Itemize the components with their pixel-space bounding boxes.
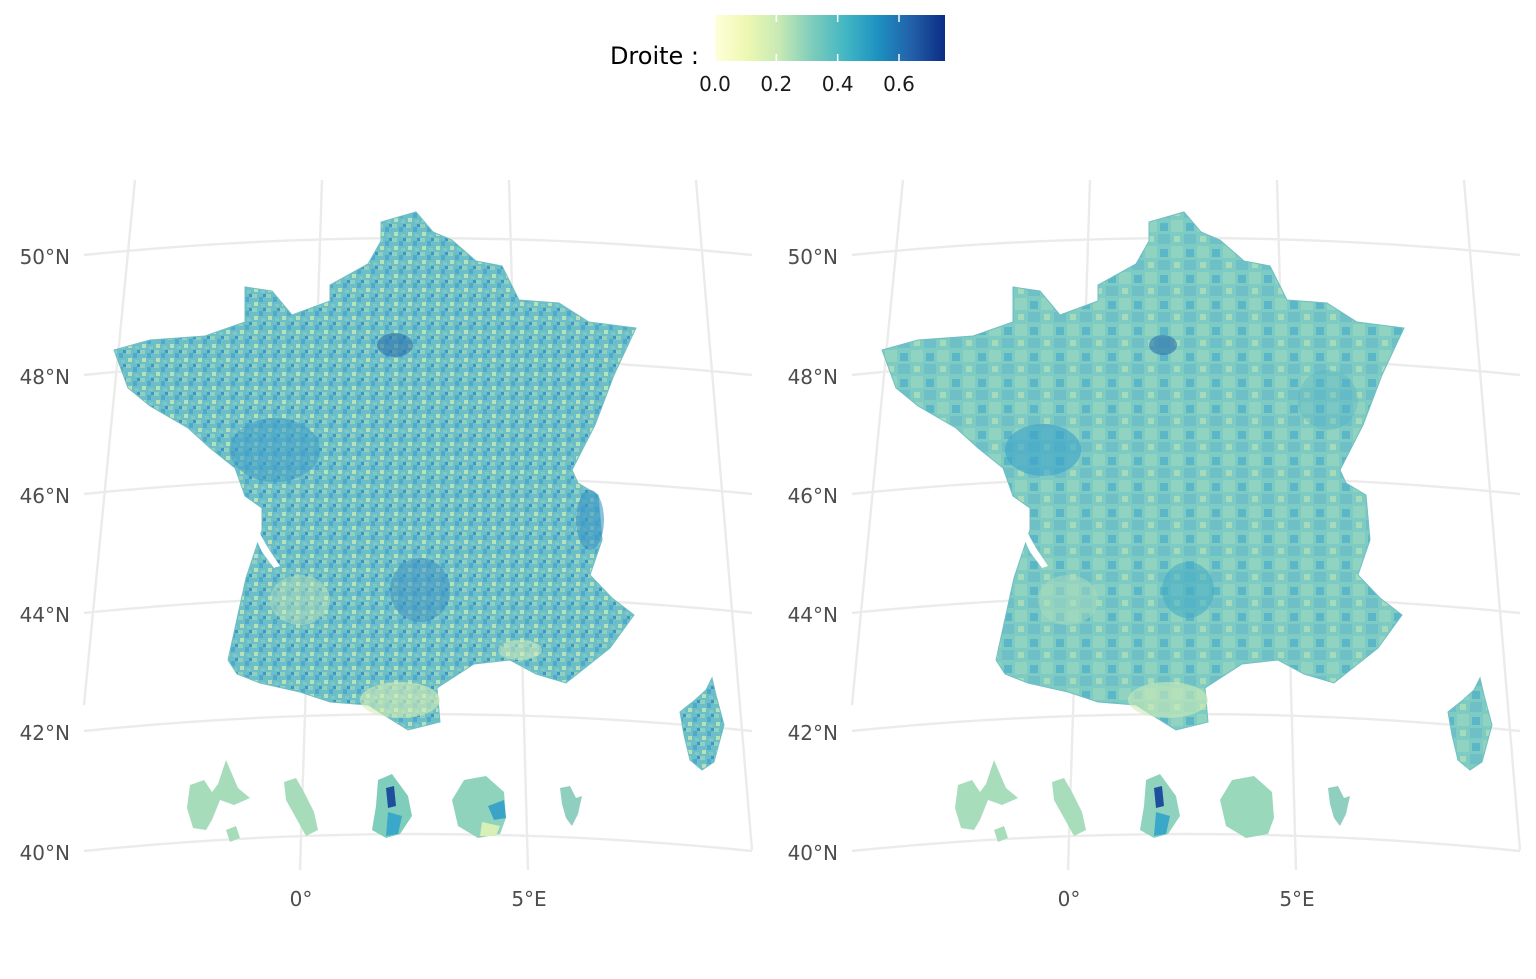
longitude-gridline: [82, 179, 137, 706]
guadeloupe: [187, 760, 250, 830]
guadeloupe: [955, 760, 1018, 830]
mayotte: [560, 786, 582, 826]
mayotte: [1328, 786, 1350, 826]
latitude-label: 40°N: [788, 841, 838, 865]
legend: Droite : 0.0 0.2 0.4 0.6: [610, 15, 945, 96]
martinique: [284, 778, 318, 836]
latitude-label: 46°N: [20, 484, 70, 508]
latitude-label: 44°N: [20, 603, 70, 627]
shaded-region: [1149, 335, 1177, 355]
land-areas: [113, 211, 725, 842]
guyane-mid-area: [386, 812, 402, 836]
longitude-label: 0°: [290, 887, 313, 911]
shaded-region: [1162, 562, 1214, 618]
latitude-label: 40°N: [20, 841, 70, 865]
gironde-estuary: [1022, 530, 1048, 568]
legend-title: Droite :: [610, 42, 699, 70]
longitude-label: 0°: [1058, 887, 1081, 911]
shaded-region: [1038, 575, 1098, 625]
right-map-panel: 50°N 48°N 46°N 44°N 42°N 40°N 0° 5°E: [788, 179, 1522, 911]
latitude-label: 48°N: [20, 365, 70, 389]
corsica: [1447, 676, 1493, 771]
legend-ticks: 0.0 0.2 0.4 0.6: [699, 15, 915, 96]
shaded-region: [390, 558, 450, 622]
mainland-france: [113, 211, 637, 731]
shaded-region: [1128, 682, 1208, 718]
reunion: [452, 776, 506, 838]
latitude-label: 48°N: [788, 365, 838, 389]
longitude-label: 5°E: [511, 887, 546, 911]
latitude-label: 42°N: [20, 721, 70, 745]
land-areas: [881, 211, 1493, 842]
shaded-region: [360, 682, 440, 718]
mainland-france: [881, 211, 1405, 731]
shaded-region: [270, 575, 330, 625]
longitude-label: 5°E: [1279, 887, 1314, 911]
shaded-region: [576, 490, 604, 550]
latitude-label: 50°N: [20, 245, 70, 269]
shaded-region: [1005, 424, 1081, 476]
guyane-dark-area: [386, 786, 396, 808]
longitude-gridline: [1462, 179, 1522, 851]
longitude-gridline: [850, 179, 905, 706]
martinique: [1052, 778, 1086, 836]
shaded-region: [377, 333, 413, 357]
reunion-mid-area: [488, 800, 506, 820]
latitude-label: 44°N: [788, 603, 838, 627]
guadeloupe-islet: [226, 826, 240, 842]
latitude-label: 50°N: [788, 245, 838, 269]
legend-tick-label: 0.0: [699, 72, 731, 96]
latitude-label: 42°N: [788, 721, 838, 745]
latitude-gridline: [83, 832, 753, 853]
legend-tick-label: 0.6: [883, 72, 915, 96]
guadeloupe-islet: [994, 826, 1008, 842]
shaded-region: [498, 640, 542, 660]
shaded-region: [1298, 370, 1358, 430]
legend-tick-label: 0.4: [822, 72, 854, 96]
gironde-estuary: [254, 530, 280, 568]
legend-tick-label: 0.2: [760, 72, 792, 96]
guyane-mid-area: [1154, 812, 1170, 836]
shaded-region: [230, 418, 320, 482]
reunion: [1220, 776, 1274, 838]
latitude-gridline: [851, 832, 1521, 853]
longitude-gridline: [694, 179, 754, 851]
corsica: [679, 676, 725, 771]
latitude-label: 46°N: [788, 484, 838, 508]
left-map-panel: 50°N 48°N 46°N 44°N 42°N 40°N 0° 5°E: [20, 179, 754, 911]
legend-colorbar: [715, 15, 945, 61]
guyane-dark-area: [1154, 786, 1164, 808]
reunion-pale-area: [480, 822, 500, 836]
